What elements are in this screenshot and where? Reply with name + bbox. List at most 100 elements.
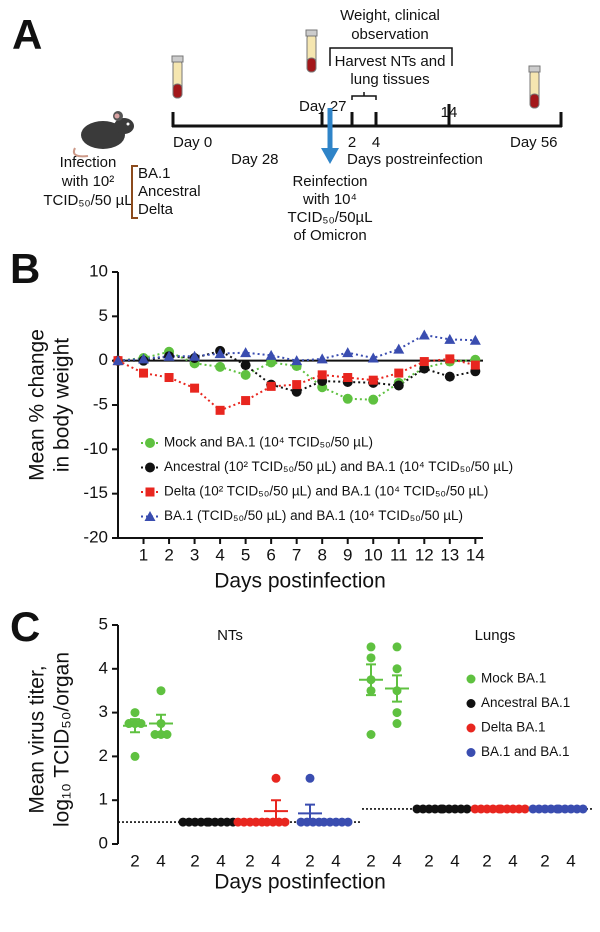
marker <box>215 405 225 415</box>
marker <box>241 396 251 406</box>
marker <box>139 368 149 378</box>
y-tick-label: 0 <box>99 350 108 369</box>
marker <box>368 375 378 385</box>
dot <box>366 653 376 663</box>
timeline-label: Day 0 <box>173 134 212 151</box>
marker <box>291 386 302 397</box>
x-tick-label: 9 <box>343 545 352 564</box>
marker <box>444 333 456 344</box>
annotation: Weight, clinical <box>340 7 440 24</box>
marker <box>215 361 226 372</box>
x-tick-label: 4 <box>156 851 165 870</box>
marker <box>394 368 404 378</box>
marker <box>240 360 251 371</box>
dot <box>392 708 402 718</box>
marker <box>470 360 480 370</box>
legend-marker <box>145 462 155 473</box>
x-tick-label: 6 <box>266 545 275 564</box>
x-tick-label: 4 <box>508 851 517 870</box>
marker <box>190 383 200 393</box>
dot <box>366 642 376 652</box>
timeline <box>171 104 563 128</box>
marker <box>393 343 405 354</box>
dot <box>392 664 402 674</box>
legend-marker <box>466 699 476 708</box>
annotation: Ancestral <box>138 183 201 200</box>
marker <box>445 354 455 364</box>
group-label: NTs <box>217 627 243 644</box>
panel-label: B <box>10 245 40 292</box>
timeline-label: Day 27 <box>299 98 347 115</box>
x-tick-label: 2 <box>305 851 314 870</box>
legend-label: Delta (10² TCID₅₀/50 µL) and BA.1 (10⁴ T… <box>164 484 488 499</box>
timeline-label: Days postreinfection <box>347 151 483 168</box>
legend-label: BA.1 (TCID₅₀/50 µL) and BA.1 (10⁴ TCID₅₀… <box>164 508 463 523</box>
marker <box>342 347 354 358</box>
marker <box>265 349 277 360</box>
marker <box>393 380 404 391</box>
dot <box>130 708 140 718</box>
marker <box>418 329 430 340</box>
dot <box>130 751 140 761</box>
x-tick-label: 11 <box>390 545 408 564</box>
legend-label: BA.1 and BA.1 <box>481 744 570 759</box>
marker <box>343 373 353 383</box>
x-tick-label: 13 <box>440 545 459 564</box>
y-tick-label: -10 <box>83 439 108 458</box>
x-tick-label: 2 <box>482 851 491 870</box>
legend-marker <box>466 674 476 684</box>
y-axis-title: Mean virus titer, <box>26 665 49 813</box>
timeline-label: Day 28 <box>231 151 279 168</box>
arrow <box>321 148 339 164</box>
y-axis-title: in body weight <box>51 338 74 472</box>
x-tick-label: 4 <box>566 851 575 870</box>
x-tick-label: 1 <box>139 545 148 564</box>
legend-marker <box>145 438 155 448</box>
x-tick-label: 4 <box>216 851 225 870</box>
marker <box>367 352 379 363</box>
x-tick-label: 2 <box>366 851 375 870</box>
dot <box>305 773 315 783</box>
marker <box>419 363 430 374</box>
marker <box>317 370 327 380</box>
marker <box>164 373 174 383</box>
annotation: with 10² <box>61 173 115 190</box>
dot <box>156 686 166 696</box>
x-axis-title: Days postinfection <box>214 871 386 894</box>
marker <box>240 347 252 358</box>
x-tick-label: 2 <box>245 851 254 870</box>
legend-label: Delta BA.1 <box>481 720 546 735</box>
x-tick-label: 7 <box>292 545 301 564</box>
x-tick-label: 2 <box>164 545 173 564</box>
x-tick-label: 4 <box>215 545 224 564</box>
marker <box>342 393 353 404</box>
marker <box>419 357 429 367</box>
annotation: Reinfection <box>292 173 367 190</box>
x-tick-label: 2 <box>424 851 433 870</box>
dot <box>280 817 290 827</box>
marker <box>444 371 455 382</box>
marker <box>291 355 303 366</box>
marker <box>240 369 251 380</box>
series-line <box>117 357 476 412</box>
legend-marker <box>466 723 476 733</box>
dot <box>271 773 281 783</box>
x-tick-label: 14 <box>466 545 485 564</box>
marker <box>469 334 481 345</box>
y-tick-label: 3 <box>99 702 108 721</box>
x-tick-label: 5 <box>241 545 250 564</box>
x-tick-label: 2 <box>130 851 139 870</box>
mouse-icon <box>72 111 134 158</box>
legend-marker <box>145 487 155 497</box>
annotation: with 10⁴ <box>302 191 357 208</box>
error-bar <box>305 803 315 824</box>
panel-label: C <box>10 603 40 650</box>
x-tick-label: 4 <box>271 851 280 870</box>
annotation: lung tissues <box>350 71 429 88</box>
annotation: TCID₅₀/50µL <box>287 209 372 226</box>
legend-label: Ancestral BA.1 <box>481 695 570 710</box>
y-tick-label: -5 <box>93 394 108 413</box>
legend-marker <box>144 511 156 521</box>
